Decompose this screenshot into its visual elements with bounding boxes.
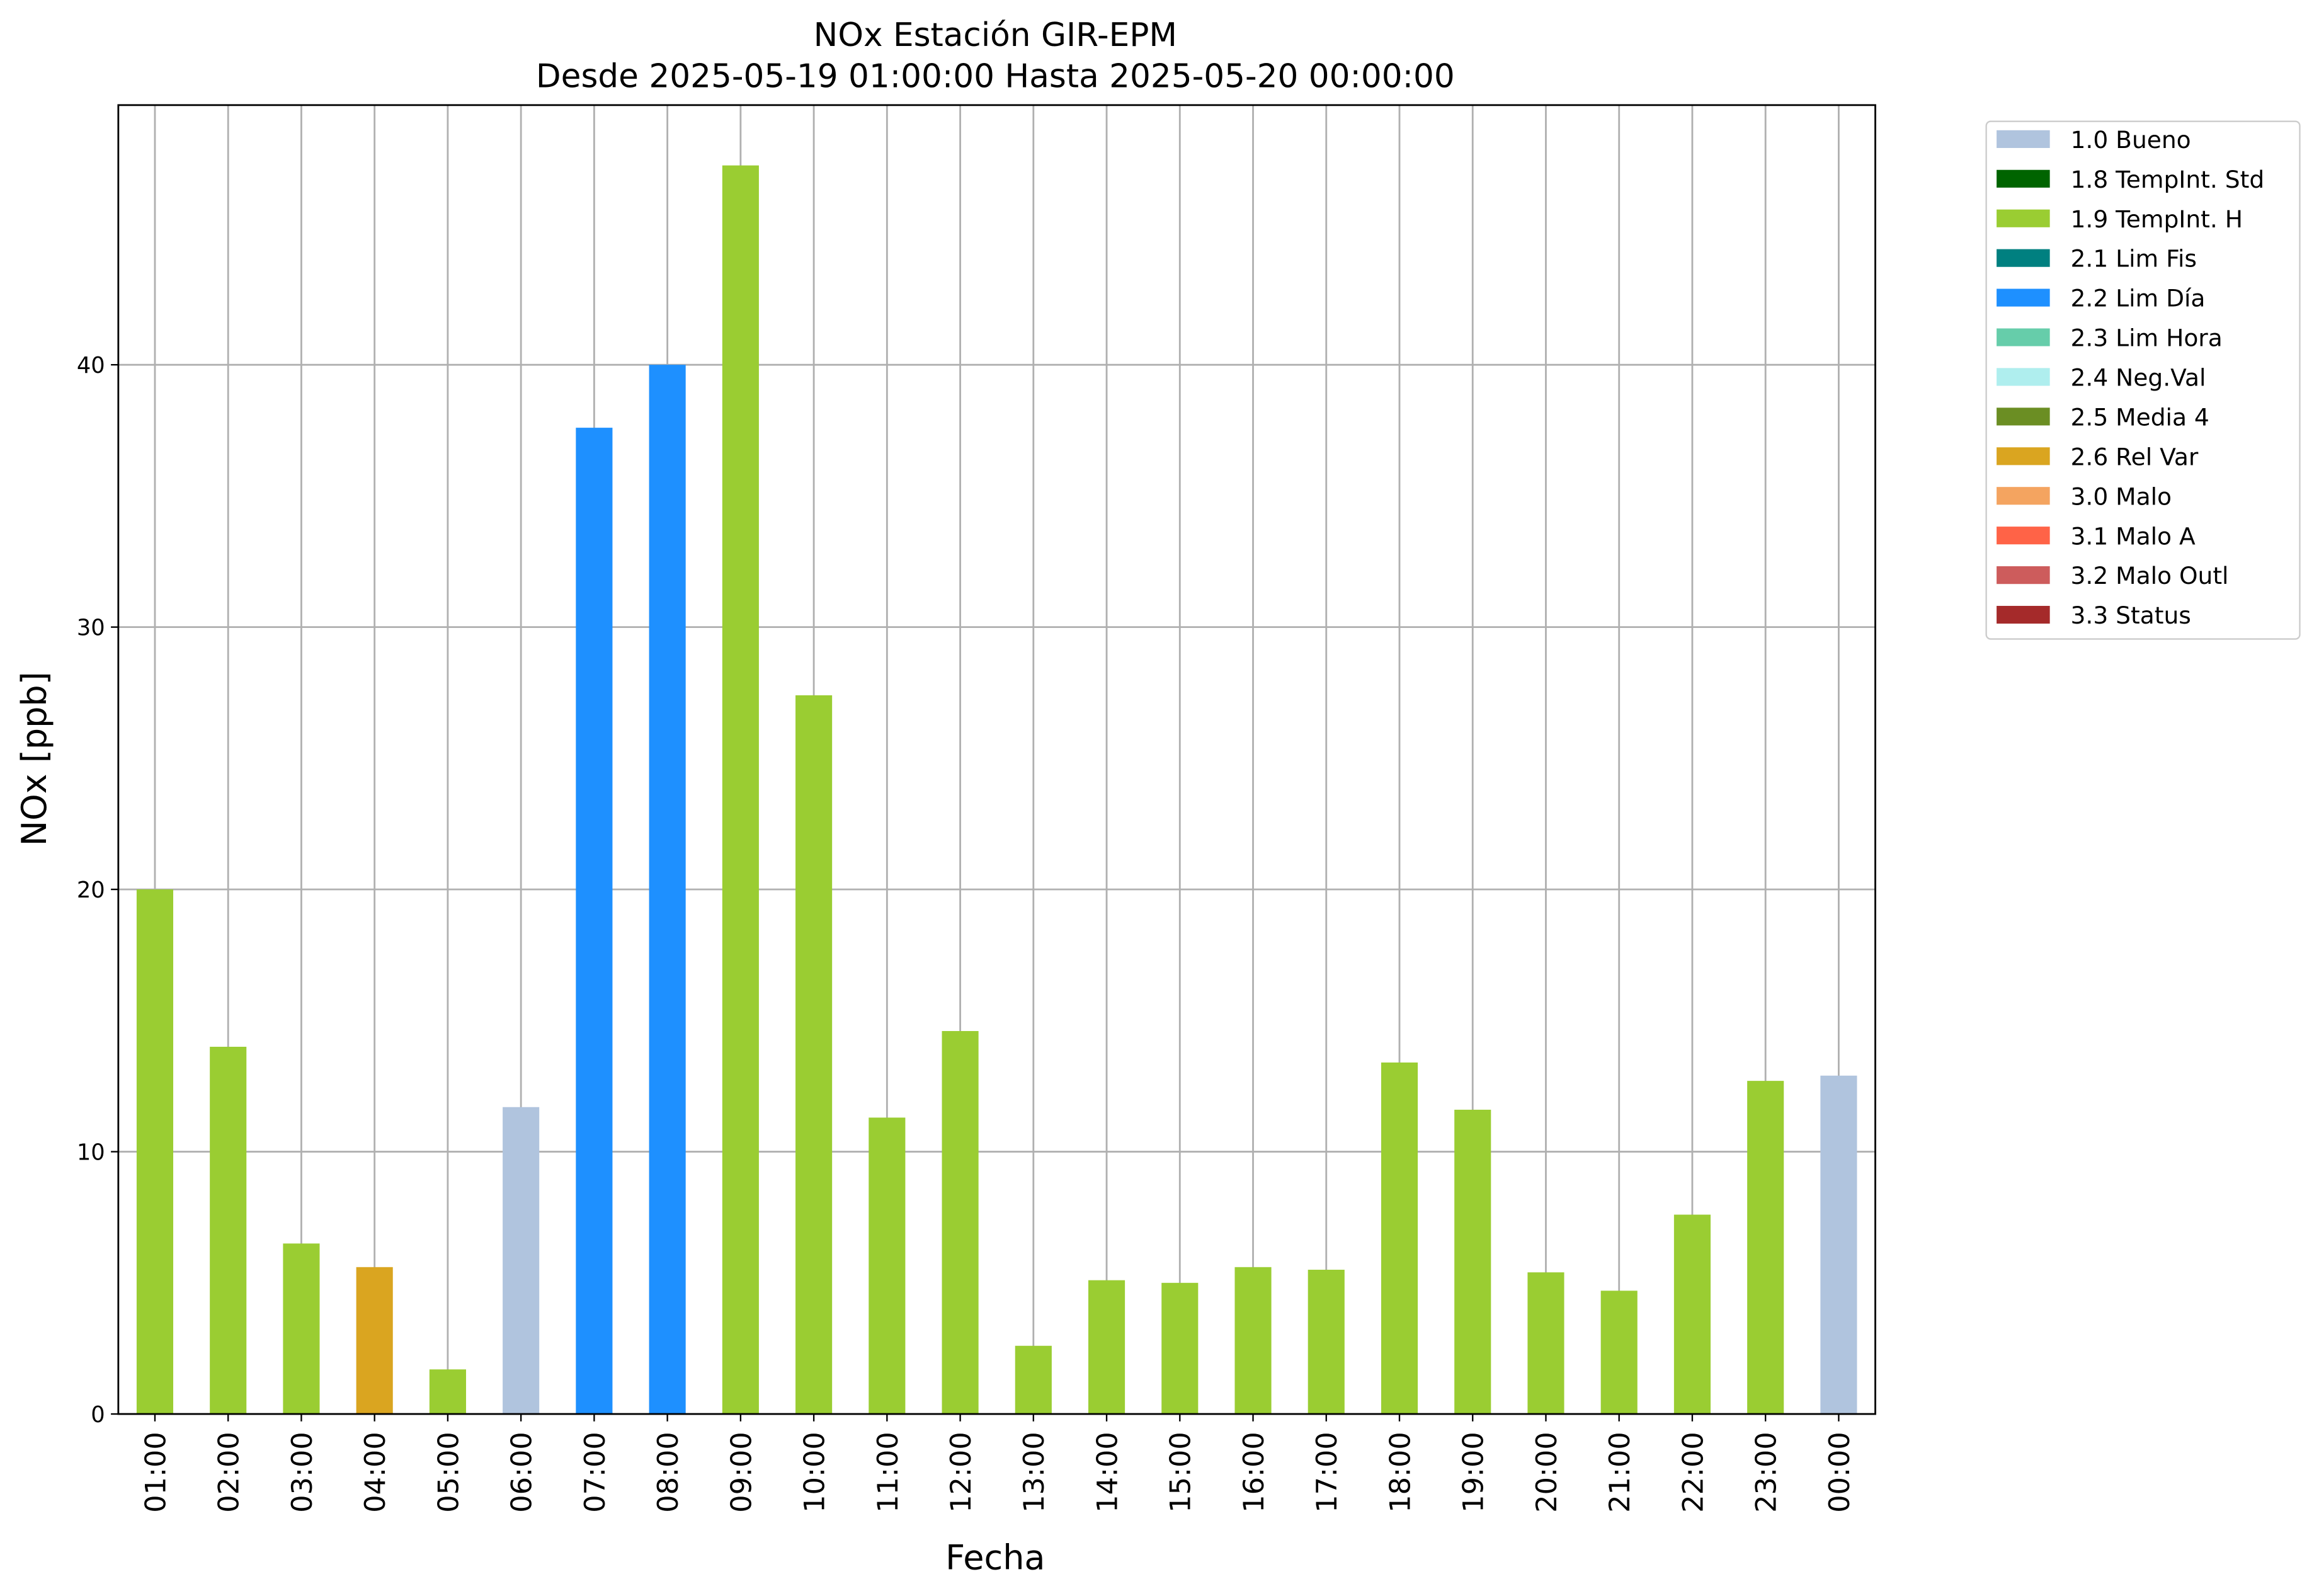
legend-swatch — [1997, 209, 2050, 227]
x-tick-label: 09:00 — [725, 1432, 758, 1513]
x-tick-label: 21:00 — [1604, 1432, 1636, 1513]
y-tick-label: 40 — [77, 353, 105, 379]
bar — [1161, 1282, 1199, 1415]
x-tick-label: 13:00 — [1018, 1432, 1051, 1513]
bar — [136, 889, 174, 1415]
legend-label: 3.3 Status — [2071, 601, 2191, 629]
bar — [1381, 1062, 1418, 1415]
x-tick-label: 10:00 — [799, 1432, 831, 1513]
bar — [1015, 1345, 1052, 1415]
bar — [1527, 1272, 1564, 1415]
legend-label: 2.5 Media 4 — [2071, 403, 2209, 431]
bar — [1820, 1075, 1857, 1415]
legend-label: 3.2 Malo Outl — [2071, 562, 2229, 590]
x-tick-label: 08:00 — [652, 1432, 685, 1513]
bar — [1673, 1214, 1711, 1415]
bar — [795, 695, 833, 1415]
legend-label: 3.1 Malo A — [2071, 522, 2196, 550]
legend-swatch — [1997, 249, 2050, 267]
legend-label: 2.4 Neg.Val — [2071, 364, 2206, 392]
x-tick-label: 07:00 — [579, 1432, 612, 1513]
legend-swatch — [1997, 288, 2050, 307]
legend-label: 2.1 Lim Fis — [2071, 245, 2197, 273]
legend-frame — [1985, 120, 2301, 640]
legend-swatch — [1997, 169, 2050, 188]
legend-label: 2.3 Lim Hora — [2071, 324, 2223, 352]
legend-swatch — [1997, 130, 2050, 148]
legend-label: 2.2 Lim Día — [2071, 285, 2206, 312]
legend-label: 1.9 TempInt. H — [2071, 205, 2243, 233]
y-tick-label: 30 — [77, 615, 105, 641]
x-tick-label: 12:00 — [945, 1432, 977, 1513]
bar — [1234, 1267, 1272, 1415]
y-tick-label: 0 — [91, 1402, 105, 1428]
bar — [283, 1243, 320, 1415]
legend-swatch — [1997, 368, 2050, 386]
legend-swatch — [1997, 447, 2050, 465]
y-tick-label: 20 — [77, 877, 105, 903]
bar — [1600, 1291, 1638, 1415]
chart-subtitle: Desde 2025-05-19 01:00:00 Hasta 2025-05-… — [536, 58, 1455, 96]
chart-title: NOx Estación GIR-EPM — [814, 16, 1177, 54]
bar — [210, 1046, 247, 1415]
x-tick-label: 22:00 — [1677, 1432, 1709, 1513]
bar — [356, 1267, 393, 1415]
x-tick-label: 14:00 — [1091, 1432, 1124, 1513]
bar — [576, 428, 613, 1415]
bar — [1308, 1269, 1345, 1415]
legend-swatch — [1997, 605, 2050, 624]
x-tick-label: 11:00 — [872, 1432, 904, 1513]
legend-swatch — [1997, 566, 2050, 584]
bar — [942, 1030, 979, 1415]
bar — [1088, 1280, 1125, 1415]
bar — [1454, 1109, 1491, 1415]
legend-label: 2.6 Rel Var — [2071, 443, 2199, 470]
x-tick-label: 02:00 — [213, 1432, 246, 1513]
x-tick-label: 15:00 — [1165, 1432, 1197, 1513]
bar — [503, 1107, 540, 1415]
x-tick-label: 16:00 — [1238, 1432, 1270, 1513]
legend-swatch — [1997, 527, 2050, 545]
y-tick-label: 10 — [77, 1139, 105, 1165]
x-tick-label: 05:00 — [432, 1432, 465, 1513]
x-axis-label: Fecha — [945, 1538, 1045, 1578]
x-tick-label: 17:00 — [1311, 1432, 1343, 1513]
legend-label: 3.0 Malo — [2071, 482, 2172, 510]
plot-frame — [117, 104, 1876, 1415]
x-tick-label: 18:00 — [1384, 1432, 1416, 1513]
legend-swatch — [1997, 487, 2050, 505]
x-tick-label: 19:00 — [1457, 1432, 1490, 1513]
bars — [136, 165, 1857, 1415]
x-tick-label: 23:00 — [1750, 1432, 1783, 1513]
legend-swatch — [1997, 328, 2050, 346]
bar — [429, 1369, 466, 1415]
x-tick-label: 04:00 — [359, 1432, 392, 1513]
x-tick-label: 06:00 — [506, 1432, 538, 1513]
axes: 0 10 20 30 40 01:00 02:00 03:00 04:00 05:00 06:00 0… — [77, 353, 1856, 1513]
y-axis-label: NOx [ppb] — [14, 671, 54, 846]
legend-label: 1.0 Bueno — [2071, 126, 2191, 154]
bar — [649, 365, 686, 1415]
bar — [722, 165, 759, 1415]
x-tick-label: 01:00 — [139, 1432, 172, 1513]
bar — [1747, 1081, 1784, 1415]
legend: 1.0 Bueno 1.8 TempInt. Std 1.9 TempInt. H 2… — [1985, 120, 2301, 640]
legend-swatch — [1997, 408, 2050, 426]
x-tick-label: 03:00 — [286, 1432, 319, 1513]
legend-label: 1.8 TempInt. Std — [2071, 166, 2265, 193]
x-tick-label: 20:00 — [1530, 1432, 1563, 1513]
x-tick-label: 00:00 — [1823, 1432, 1856, 1513]
bar — [869, 1117, 906, 1415]
